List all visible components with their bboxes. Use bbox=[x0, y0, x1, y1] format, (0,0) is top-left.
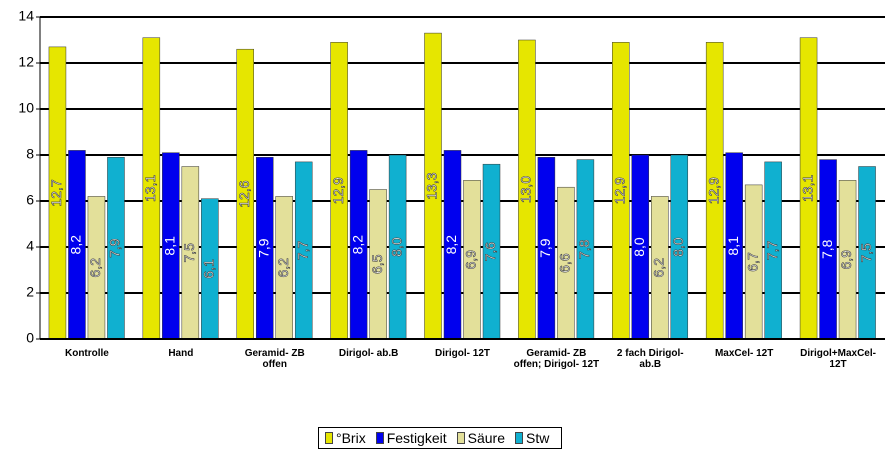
value-label: 7,8 bbox=[576, 239, 592, 259]
legend-label: °Brix bbox=[336, 430, 366, 446]
y-tick-label: 4 bbox=[26, 238, 34, 254]
legend-label: Säure bbox=[467, 430, 505, 446]
legend: °Brix Festigkeit Säure Stw bbox=[318, 427, 563, 449]
value-label: 6,1 bbox=[201, 259, 217, 279]
value-label: 7,5 bbox=[858, 243, 874, 263]
legend-label: Festigkeit bbox=[386, 430, 447, 446]
x-tick-label: Dirigol- ab.B bbox=[338, 348, 399, 359]
x-tick-label: Dirigol+MaxCel- 12T bbox=[800, 348, 876, 370]
value-label: 7,5 bbox=[181, 243, 197, 263]
x-tick-label: Hand bbox=[168, 348, 194, 359]
value-label: 8,2 bbox=[443, 235, 459, 255]
legend-item: Stw bbox=[515, 430, 549, 446]
value-label: 6,9 bbox=[463, 250, 479, 270]
value-label: 8,2 bbox=[68, 235, 84, 255]
legend-swatch bbox=[456, 432, 465, 444]
value-label: 7,9 bbox=[537, 238, 553, 258]
y-tick-label: 10 bbox=[18, 100, 34, 116]
y-tick-label: 2 bbox=[26, 284, 34, 300]
x-tick-label: Dirigol- 12T bbox=[434, 348, 490, 359]
value-label: 8,2 bbox=[349, 235, 365, 255]
x-tick-label: Geramid- ZB offen; Dirigol- 12T bbox=[513, 348, 600, 370]
y-tick-label: 8 bbox=[26, 146, 34, 162]
x-tick-label: Kontrolle bbox=[64, 348, 109, 359]
value-label: 12,6 bbox=[236, 180, 252, 207]
value-label: 7,7 bbox=[764, 241, 780, 261]
value-label: 6,2 bbox=[87, 258, 103, 278]
x-tick-label: Geramid- ZB offen bbox=[244, 348, 305, 370]
value-label: 7,8 bbox=[819, 239, 835, 259]
value-label: 12,9 bbox=[330, 177, 346, 204]
legend-swatch bbox=[515, 432, 523, 444]
value-label: 7,9 bbox=[255, 238, 271, 258]
value-label: 6,5 bbox=[369, 254, 385, 274]
value-label: 7,7 bbox=[294, 241, 310, 261]
value-label: 8,1 bbox=[725, 236, 741, 256]
value-label: 8,0 bbox=[670, 237, 686, 257]
legend-item: °Brix bbox=[325, 430, 366, 446]
value-label: 8,0 bbox=[631, 237, 647, 257]
value-label: 7,9 bbox=[107, 238, 123, 258]
legend-swatch bbox=[375, 432, 384, 444]
value-label: 13,1 bbox=[142, 175, 158, 202]
value-label: 6,6 bbox=[557, 253, 573, 273]
y-tick-label: 12 bbox=[18, 54, 34, 70]
legend-swatch bbox=[325, 432, 333, 444]
legend-item: Säure bbox=[456, 430, 505, 446]
legend-item: Festigkeit bbox=[375, 430, 447, 446]
value-label: 6,9 bbox=[838, 250, 854, 270]
y-tick-label: 0 bbox=[26, 330, 34, 346]
value-label: 7,6 bbox=[482, 242, 498, 262]
y-tick-label: 6 bbox=[26, 192, 34, 208]
x-tick-label: MaxCel- 12T bbox=[714, 348, 774, 359]
value-label: 6,2 bbox=[650, 258, 666, 278]
value-label: 13,0 bbox=[518, 176, 534, 203]
legend-label: Stw bbox=[526, 430, 550, 446]
value-label: 8,0 bbox=[388, 237, 404, 257]
x-tick-label: 2 fach Dirigol- ab.B bbox=[616, 348, 684, 370]
value-label: 12,7 bbox=[48, 179, 64, 206]
value-label: 12,9 bbox=[611, 177, 627, 204]
value-label: 8,1 bbox=[162, 236, 178, 256]
value-label: 6,2 bbox=[275, 258, 291, 278]
y-tick-label: 14 bbox=[18, 8, 34, 24]
value-label: 12,9 bbox=[705, 177, 721, 204]
value-label: 13,3 bbox=[424, 172, 440, 199]
value-label: 6,7 bbox=[744, 252, 760, 272]
value-label: 13,1 bbox=[799, 175, 815, 202]
